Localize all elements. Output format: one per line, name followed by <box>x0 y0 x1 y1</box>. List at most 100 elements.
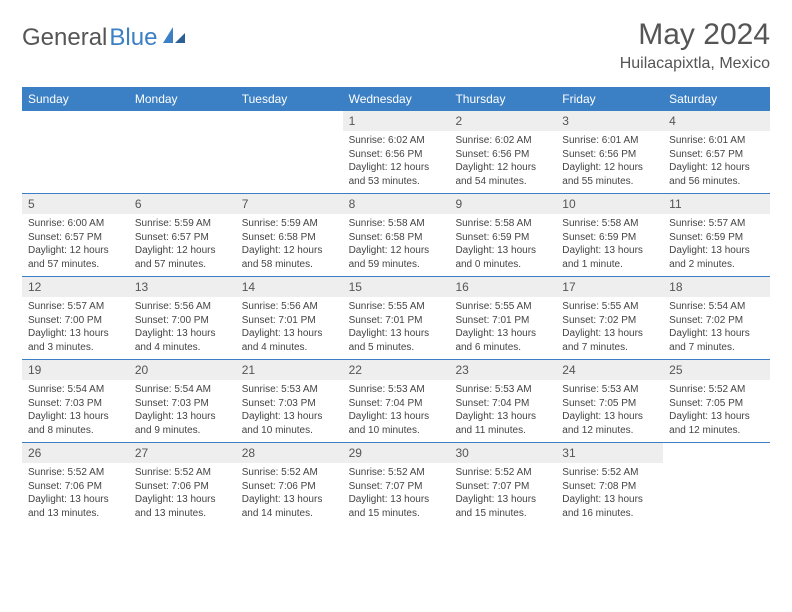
day-line: Sunset: 7:02 PM <box>669 314 764 328</box>
day-cell: 9Sunrise: 5:58 AMSunset: 6:59 PMDaylight… <box>449 194 556 276</box>
day-body: Sunrise: 6:01 AMSunset: 6:56 PMDaylight:… <box>556 133 663 192</box>
day-line: and 9 minutes. <box>135 424 230 438</box>
day-number: 30 <box>449 443 556 463</box>
day-cell <box>663 443 770 525</box>
day-line: and 15 minutes. <box>349 507 444 521</box>
day-body: Sunrise: 5:52 AMSunset: 7:06 PMDaylight:… <box>129 465 236 524</box>
day-line: Sunset: 6:59 PM <box>455 231 550 245</box>
day-line: Daylight: 13 hours <box>669 327 764 341</box>
weekday-tue: Tuesday <box>236 87 343 111</box>
day-line: Sunset: 6:57 PM <box>669 148 764 162</box>
day-cell: 12Sunrise: 5:57 AMSunset: 7:00 PMDayligh… <box>22 277 129 359</box>
day-number: 20 <box>129 360 236 380</box>
day-cell: 19Sunrise: 5:54 AMSunset: 7:03 PMDayligh… <box>22 360 129 442</box>
week-row: 12Sunrise: 5:57 AMSunset: 7:00 PMDayligh… <box>22 277 770 360</box>
day-line: Daylight: 13 hours <box>562 327 657 341</box>
day-line: Sunrise: 5:52 AM <box>242 466 337 480</box>
day-body: Sunrise: 5:54 AMSunset: 7:03 PMDaylight:… <box>22 382 129 441</box>
day-line: Daylight: 13 hours <box>242 493 337 507</box>
day-number: 22 <box>343 360 450 380</box>
day-number: 6 <box>129 194 236 214</box>
day-line: Sunset: 6:59 PM <box>562 231 657 245</box>
day-line: Sunrise: 6:02 AM <box>455 134 550 148</box>
day-body: Sunrise: 5:55 AMSunset: 7:02 PMDaylight:… <box>556 299 663 358</box>
day-line: Sunset: 6:56 PM <box>349 148 444 162</box>
day-cell: 16Sunrise: 5:55 AMSunset: 7:01 PMDayligh… <box>449 277 556 359</box>
day-line: Daylight: 13 hours <box>135 410 230 424</box>
calendar-page: GeneralBlue May 2024 Huilacapixtla, Mexi… <box>0 0 792 535</box>
day-line: Sunset: 7:02 PM <box>562 314 657 328</box>
day-line: Sunrise: 5:53 AM <box>562 383 657 397</box>
day-line: Sunset: 6:58 PM <box>349 231 444 245</box>
weekday-wed: Wednesday <box>343 87 450 111</box>
day-cell: 10 Sunrise: 5:58 AMSunset: 6:59 PMDayligh… <box>556 194 663 276</box>
day-line: and 55 minutes. <box>562 175 657 189</box>
day-line: Sunset: 7:06 PM <box>28 480 123 494</box>
day-cell: 17Sunrise: 5:55 AMSunset: 7:02 PMDayligh… <box>556 277 663 359</box>
day-line: and 11 minutes. <box>455 424 550 438</box>
day-line: Sunset: 7:07 PM <box>455 480 550 494</box>
weeks-container: 1Sunrise: 6:02 AMSunset: 6:56 PMDaylight… <box>22 111 770 525</box>
day-number: 29 <box>343 443 450 463</box>
day-line: Sunrise: 5:52 AM <box>135 466 230 480</box>
day-number: 4 <box>663 111 770 131</box>
day-line: Sunrise: 5:58 AM <box>349 217 444 231</box>
day-line: Sunrise: 6:02 AM <box>349 134 444 148</box>
day-line: Sunrise: 5:58 AM <box>562 217 657 231</box>
day-body: Sunrise: 5:57 AMSunset: 7:00 PMDaylight:… <box>22 299 129 358</box>
day-line: Sunset: 6:56 PM <box>455 148 550 162</box>
day-body: Sunrise: 5:54 AMSunset: 7:03 PMDaylight:… <box>129 382 236 441</box>
day-line: Sunrise: 5:56 AM <box>135 300 230 314</box>
day-body: Sunrise: 5:58 AMSunset: 6:58 PMDaylight:… <box>343 216 450 275</box>
day-line: Sunset: 7:05 PM <box>562 397 657 411</box>
weekday-mon: Monday <box>129 87 236 111</box>
day-body <box>22 133 129 138</box>
day-line: Daylight: 13 hours <box>562 244 657 258</box>
day-cell <box>236 111 343 193</box>
day-line: Daylight: 13 hours <box>28 327 123 341</box>
logo: GeneralBlue <box>22 18 187 52</box>
day-line: Daylight: 12 hours <box>135 244 230 258</box>
day-line: and 12 minutes. <box>669 424 764 438</box>
day-line: and 5 minutes. <box>349 341 444 355</box>
weekday-header-row: Sunday Monday Tuesday Wednesday Thursday… <box>22 87 770 111</box>
day-line: Sunrise: 5:52 AM <box>562 466 657 480</box>
day-body: Sunrise: 5:58 AMSunset: 6:59 PMDaylight:… <box>449 216 556 275</box>
day-cell: 11Sunrise: 5:57 AMSunset: 6:59 PMDayligh… <box>663 194 770 276</box>
week-row: 26Sunrise: 5:52 AMSunset: 7:06 PMDayligh… <box>22 443 770 525</box>
day-line: and 57 minutes. <box>135 258 230 272</box>
day-body: Sunrise: 5:52 AMSunset: 7:06 PMDaylight:… <box>22 465 129 524</box>
weekday-sun: Sunday <box>22 87 129 111</box>
day-line: Sunrise: 6:01 AM <box>562 134 657 148</box>
day-line: Sunrise: 5:58 AM <box>455 217 550 231</box>
day-body: Sunrise: 5:54 AMSunset: 7:02 PMDaylight:… <box>663 299 770 358</box>
day-body: Sunrise: 6:00 AMSunset: 6:57 PMDaylight:… <box>22 216 129 275</box>
day-number <box>22 111 129 131</box>
day-number: 26 <box>22 443 129 463</box>
day-number: 23 <box>449 360 556 380</box>
day-number: 10 <box>556 194 663 214</box>
day-line: Sunset: 7:03 PM <box>135 397 230 411</box>
day-line: Sunrise: 5:57 AM <box>28 300 123 314</box>
day-line: Daylight: 13 hours <box>28 493 123 507</box>
day-body <box>236 133 343 138</box>
day-cell <box>129 111 236 193</box>
day-body: Sunrise: 5:55 AMSunset: 7:01 PMDaylight:… <box>343 299 450 358</box>
day-line: Sunset: 7:01 PM <box>242 314 337 328</box>
day-cell: 20Sunrise: 5:54 AMSunset: 7:03 PMDayligh… <box>129 360 236 442</box>
day-line: and 10 minutes. <box>242 424 337 438</box>
day-body <box>129 133 236 138</box>
day-number: 28 <box>236 443 343 463</box>
day-line: Sunrise: 5:53 AM <box>242 383 337 397</box>
day-line: Sunrise: 5:54 AM <box>669 300 764 314</box>
day-number: 1 <box>343 111 450 131</box>
day-line: Sunrise: 5:55 AM <box>455 300 550 314</box>
day-line: and 4 minutes. <box>242 341 337 355</box>
day-body: Sunrise: 6:01 AMSunset: 6:57 PMDaylight:… <box>663 133 770 192</box>
day-line: Sunset: 7:06 PM <box>242 480 337 494</box>
day-line: Daylight: 12 hours <box>349 244 444 258</box>
day-line: Daylight: 12 hours <box>669 161 764 175</box>
day-line: Daylight: 13 hours <box>135 493 230 507</box>
day-number: 15 <box>343 277 450 297</box>
day-line: Sunset: 6:57 PM <box>28 231 123 245</box>
